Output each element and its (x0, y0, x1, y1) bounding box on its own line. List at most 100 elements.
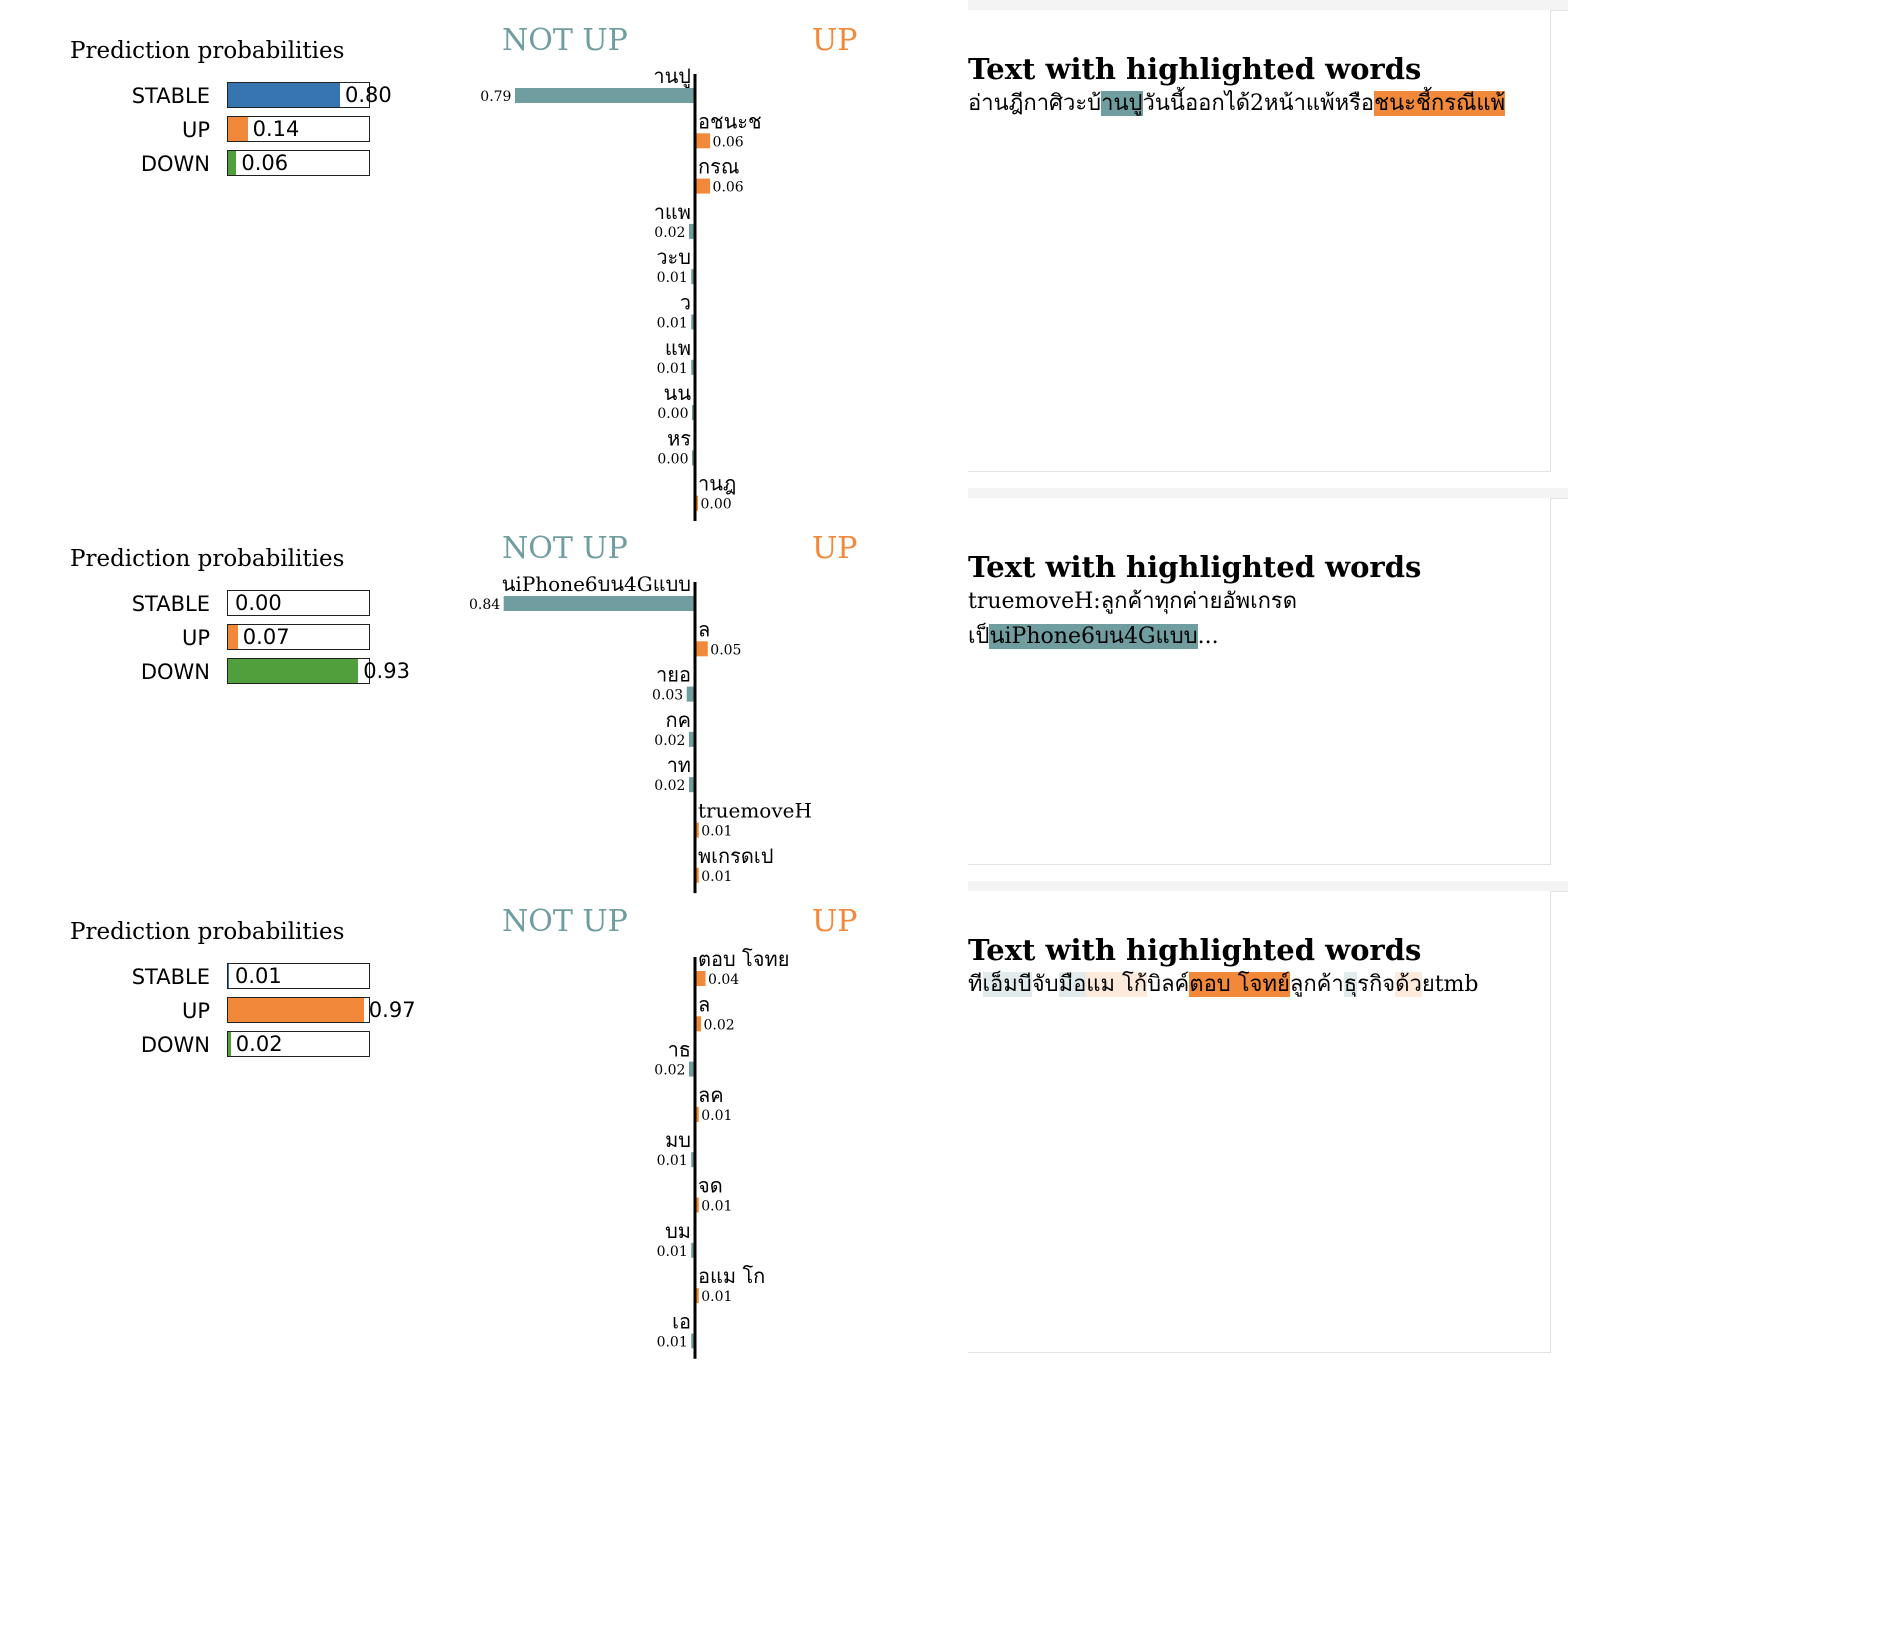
feature-bar (691, 1242, 694, 1258)
feature-weight-label: 0.00 (701, 497, 732, 513)
probability-bar-fill (228, 83, 340, 107)
feature-bar (692, 450, 694, 466)
positive-class-title: UP (812, 904, 857, 939)
text-token: ลูกค้าทุกค่ายอัพเกรด (1100, 589, 1298, 614)
feature-bar (696, 1016, 702, 1032)
feature-label: วะบ (656, 245, 691, 269)
highlighted-text: ทีเอ็มบีจับมือแม โก้บิลค์ตอบ โจทย์ลูกค้า… (968, 967, 1543, 1002)
probability-value: 0.00 (235, 591, 282, 615)
probability-bar (227, 997, 370, 1023)
feature-bar (688, 731, 694, 747)
probability-row: STABLE 0.01 (0, 963, 430, 991)
class-label: DOWN (140, 1033, 210, 1057)
feature-label: านปู (653, 64, 691, 89)
text-token: ด้ว (1395, 972, 1422, 997)
text-token: ยtmb (1421, 972, 1479, 997)
feature-label: ายอ (656, 663, 691, 687)
probability-row: DOWN 0.06 (0, 150, 430, 178)
feature-label: ล (698, 992, 710, 1016)
feature-label: กค (666, 708, 692, 732)
class-label: UP (181, 999, 210, 1023)
probability-bar-fill (228, 625, 238, 649)
class-label: STABLE (131, 592, 210, 616)
feature-weight-label: 0.02 (654, 225, 685, 241)
feature-label: อชนะช (698, 109, 762, 133)
feature-weight-label: 0.01 (657, 270, 688, 286)
text-token: นiPhone6บน4Gแบบ (989, 624, 1198, 649)
probability-bar-fill (228, 1032, 231, 1056)
feature-weight-label: 0.84 (469, 597, 500, 613)
probability-row: STABLE 0.80 (0, 82, 430, 110)
probability-value: 0.14 (252, 117, 300, 141)
feature-label: กรณ (698, 155, 739, 179)
feature-weight-label: 0.00 (657, 451, 688, 467)
feature-label: าธ (668, 1038, 691, 1062)
highlighted-text-title: Text with highlighted words (968, 52, 1422, 86)
probability-row: DOWN 0.93 (0, 658, 430, 686)
feature-label: านฎ (698, 472, 736, 496)
positive-class-title: UP (812, 531, 857, 566)
feature-bar (691, 1333, 694, 1349)
negative-class-title: NOT UP (502, 531, 628, 566)
highlighted-text-title: Text with highlighted words (968, 933, 1422, 967)
feature-weight-label: 0.02 (654, 778, 685, 794)
text-token: เป็ (968, 624, 990, 649)
feature-weights-chart: NOT UP UPานปู0.79อชนะช0.06กรณ0.06าแพ0.02ว… (480, 23, 857, 521)
probability-bar (227, 624, 370, 650)
feature-bar (691, 1152, 694, 1168)
feature-label: าแพ (654, 200, 691, 224)
highlighted-text-panel: Text with highlighted words อ่านฎีกาศิวะบ… (968, 10, 1551, 472)
feature-weight-label: 0.01 (657, 361, 688, 377)
highlighted-text: truemoveH:ลูกค้าทุกค่ายอัพเกรด เป็นiPhone… (968, 584, 1543, 654)
class-label: STABLE (131, 965, 210, 989)
feature-label: มบ (665, 1128, 691, 1152)
feature-bar (686, 686, 694, 702)
feature-bar (696, 1288, 699, 1304)
feature-weight-label: 0.01 (657, 1244, 688, 1260)
text-token: ที (968, 972, 983, 997)
probability-row: STABLE 0.00 (0, 590, 430, 618)
feature-label: นน (664, 381, 692, 405)
feature-weight-label: 0.06 (713, 180, 744, 196)
probability-row: UP 0.07 (0, 624, 430, 652)
text-token: านปู (1101, 91, 1143, 116)
probability-value: 0.01 (235, 964, 282, 988)
feature-bar (696, 867, 699, 883)
feature-label: พเกรดเป (698, 844, 773, 868)
negative-class-title: NOT UP (502, 23, 628, 58)
text-token: อ่านฎีกาศิวะบ้ (968, 91, 1102, 116)
text-token: บิลค์ (1147, 972, 1190, 997)
feature-bar (691, 359, 694, 375)
text-token: ลูกค้า (1289, 972, 1344, 997)
probability-row: UP 0.97 (0, 997, 430, 1025)
feature-weight-label: 0.03 (652, 688, 683, 704)
feature-label: ล (698, 617, 710, 641)
probability-bar-fill (228, 659, 359, 683)
feature-weight-label: 0.01 (701, 869, 732, 885)
feature-label: จด (698, 1174, 723, 1198)
explanation-block: Prediction probabilities STABLE 0.01 UP 0.97… (0, 881, 1568, 1359)
probability-value: 0.02 (235, 1032, 283, 1056)
class-label: UP (181, 118, 210, 142)
class-label: DOWN (140, 660, 210, 684)
feature-label: แพ (665, 336, 691, 360)
text-token: ตอบ โจทย์ (1189, 972, 1290, 997)
probability-bar (227, 150, 370, 176)
feature-label: เอ (672, 1309, 691, 1333)
probability-row: UP 0.14 (0, 116, 430, 144)
feature-weight-label: 0.01 (657, 316, 688, 332)
positive-class-title: UP (812, 23, 857, 58)
feature-label: ว (680, 291, 691, 315)
feature-label: หร (667, 426, 691, 450)
feature-weight-label: 0.00 (657, 406, 688, 422)
highlighted-text: อ่านฎีกาศิวะบ้านปูวันนี้ออกได้2หน้าแพ้หร… (968, 86, 1543, 121)
feature-bar (691, 269, 694, 285)
feature-bar (696, 133, 711, 149)
feature-bar (691, 314, 694, 330)
feature-weight-label: 0.01 (701, 824, 732, 840)
feature-weight-label: 0.01 (701, 1289, 732, 1305)
text-token: ธุ (1343, 972, 1358, 997)
text-token: ... (1197, 624, 1219, 649)
